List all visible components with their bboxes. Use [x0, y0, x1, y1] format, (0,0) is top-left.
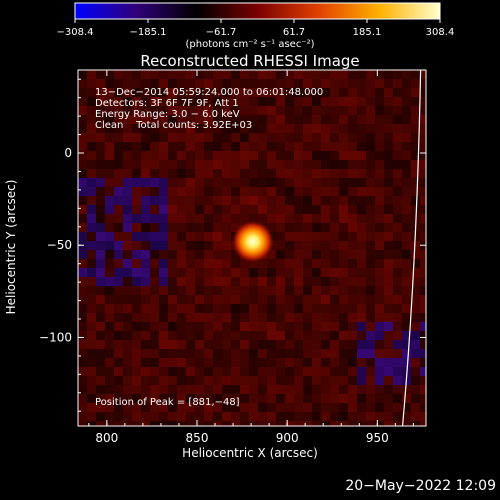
footer-date: 20−May−2022 12:09 [345, 478, 496, 494]
info-detectors: Detectors: 3F 6F 7F 9F, Att 1 [95, 98, 239, 109]
colorbar-tick-label: 61.7 [283, 27, 305, 38]
peak-position-label: Position of Peak = [881,−48] [95, 397, 240, 408]
y-tick-label: −50 [47, 238, 72, 252]
x-tick-label: 950 [366, 431, 389, 445]
colorbar-tick-label: −61.7 [206, 27, 237, 38]
y-tick-label: −100 [39, 330, 72, 344]
plot-frame [77, 69, 427, 427]
axis-ticks: 800 850 900 950 0 −50 −100 [39, 70, 426, 445]
plot-title: Reconstructed RHESSI Image [140, 52, 360, 70]
y-axis-label: Heliocentric Y (arcsec) [4, 179, 18, 315]
peak-source [230, 219, 275, 264]
colorbar-unit: (photons cm⁻² s⁻¹ asec⁻²) [185, 39, 315, 50]
info-energy-range: Energy Range: 3.0 − 6.0 keV [95, 109, 240, 120]
colorbar-tick-label: −308.4 [56, 27, 93, 38]
colorbar [74, 2, 441, 20]
x-tick-label: 900 [276, 431, 299, 445]
image-pixels [78, 70, 426, 426]
solar-limb [401, 70, 422, 426]
x-tick-label: 800 [95, 431, 118, 445]
colorbar-ticks: −308.4 −185.1 −61.7 61.7 185.1 308.4 [56, 19, 454, 38]
info-time-range: 13−Dec−2014 05:59:24.000 to 06:01:48.000 [95, 87, 324, 98]
colorbar-tick-label: 185.1 [353, 27, 382, 38]
x-axis-label: Heliocentric X (arcsec) [182, 446, 318, 460]
info-clean-counts: Clean Total counts: 3.92E+03 [95, 120, 253, 131]
colorbar-tick-label: 308.4 [426, 27, 455, 38]
y-tick-label: 0 [64, 146, 72, 160]
x-tick-label: 850 [186, 431, 209, 445]
colorbar-tick-label: −185.1 [129, 27, 166, 38]
